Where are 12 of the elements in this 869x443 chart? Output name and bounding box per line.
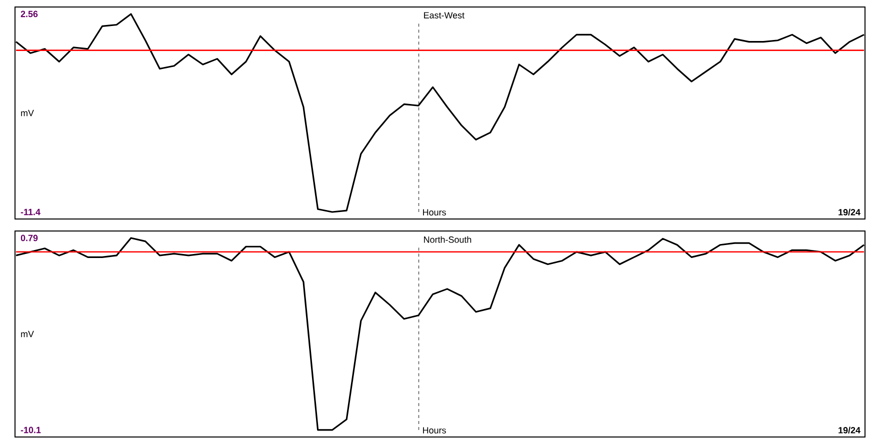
y-axis-title: mV: [21, 110, 34, 116]
x-axis-title: Hours: [423, 209, 446, 216]
y-tick-label: -10.1: [20, 426, 41, 434]
chart-title: East-West: [424, 12, 464, 18]
y-axis-title: mV: [21, 330, 34, 338]
y-tick-label: 2.56: [20, 10, 38, 18]
annotation: 19/24: [838, 426, 860, 434]
chart-title: North-South: [424, 236, 472, 243]
y-tick-label: -11.4: [20, 208, 40, 216]
y-tick-label: 0.79: [20, 234, 38, 242]
annotation: 19/24: [838, 208, 860, 216]
x-axis-title: Hours: [423, 427, 446, 434]
